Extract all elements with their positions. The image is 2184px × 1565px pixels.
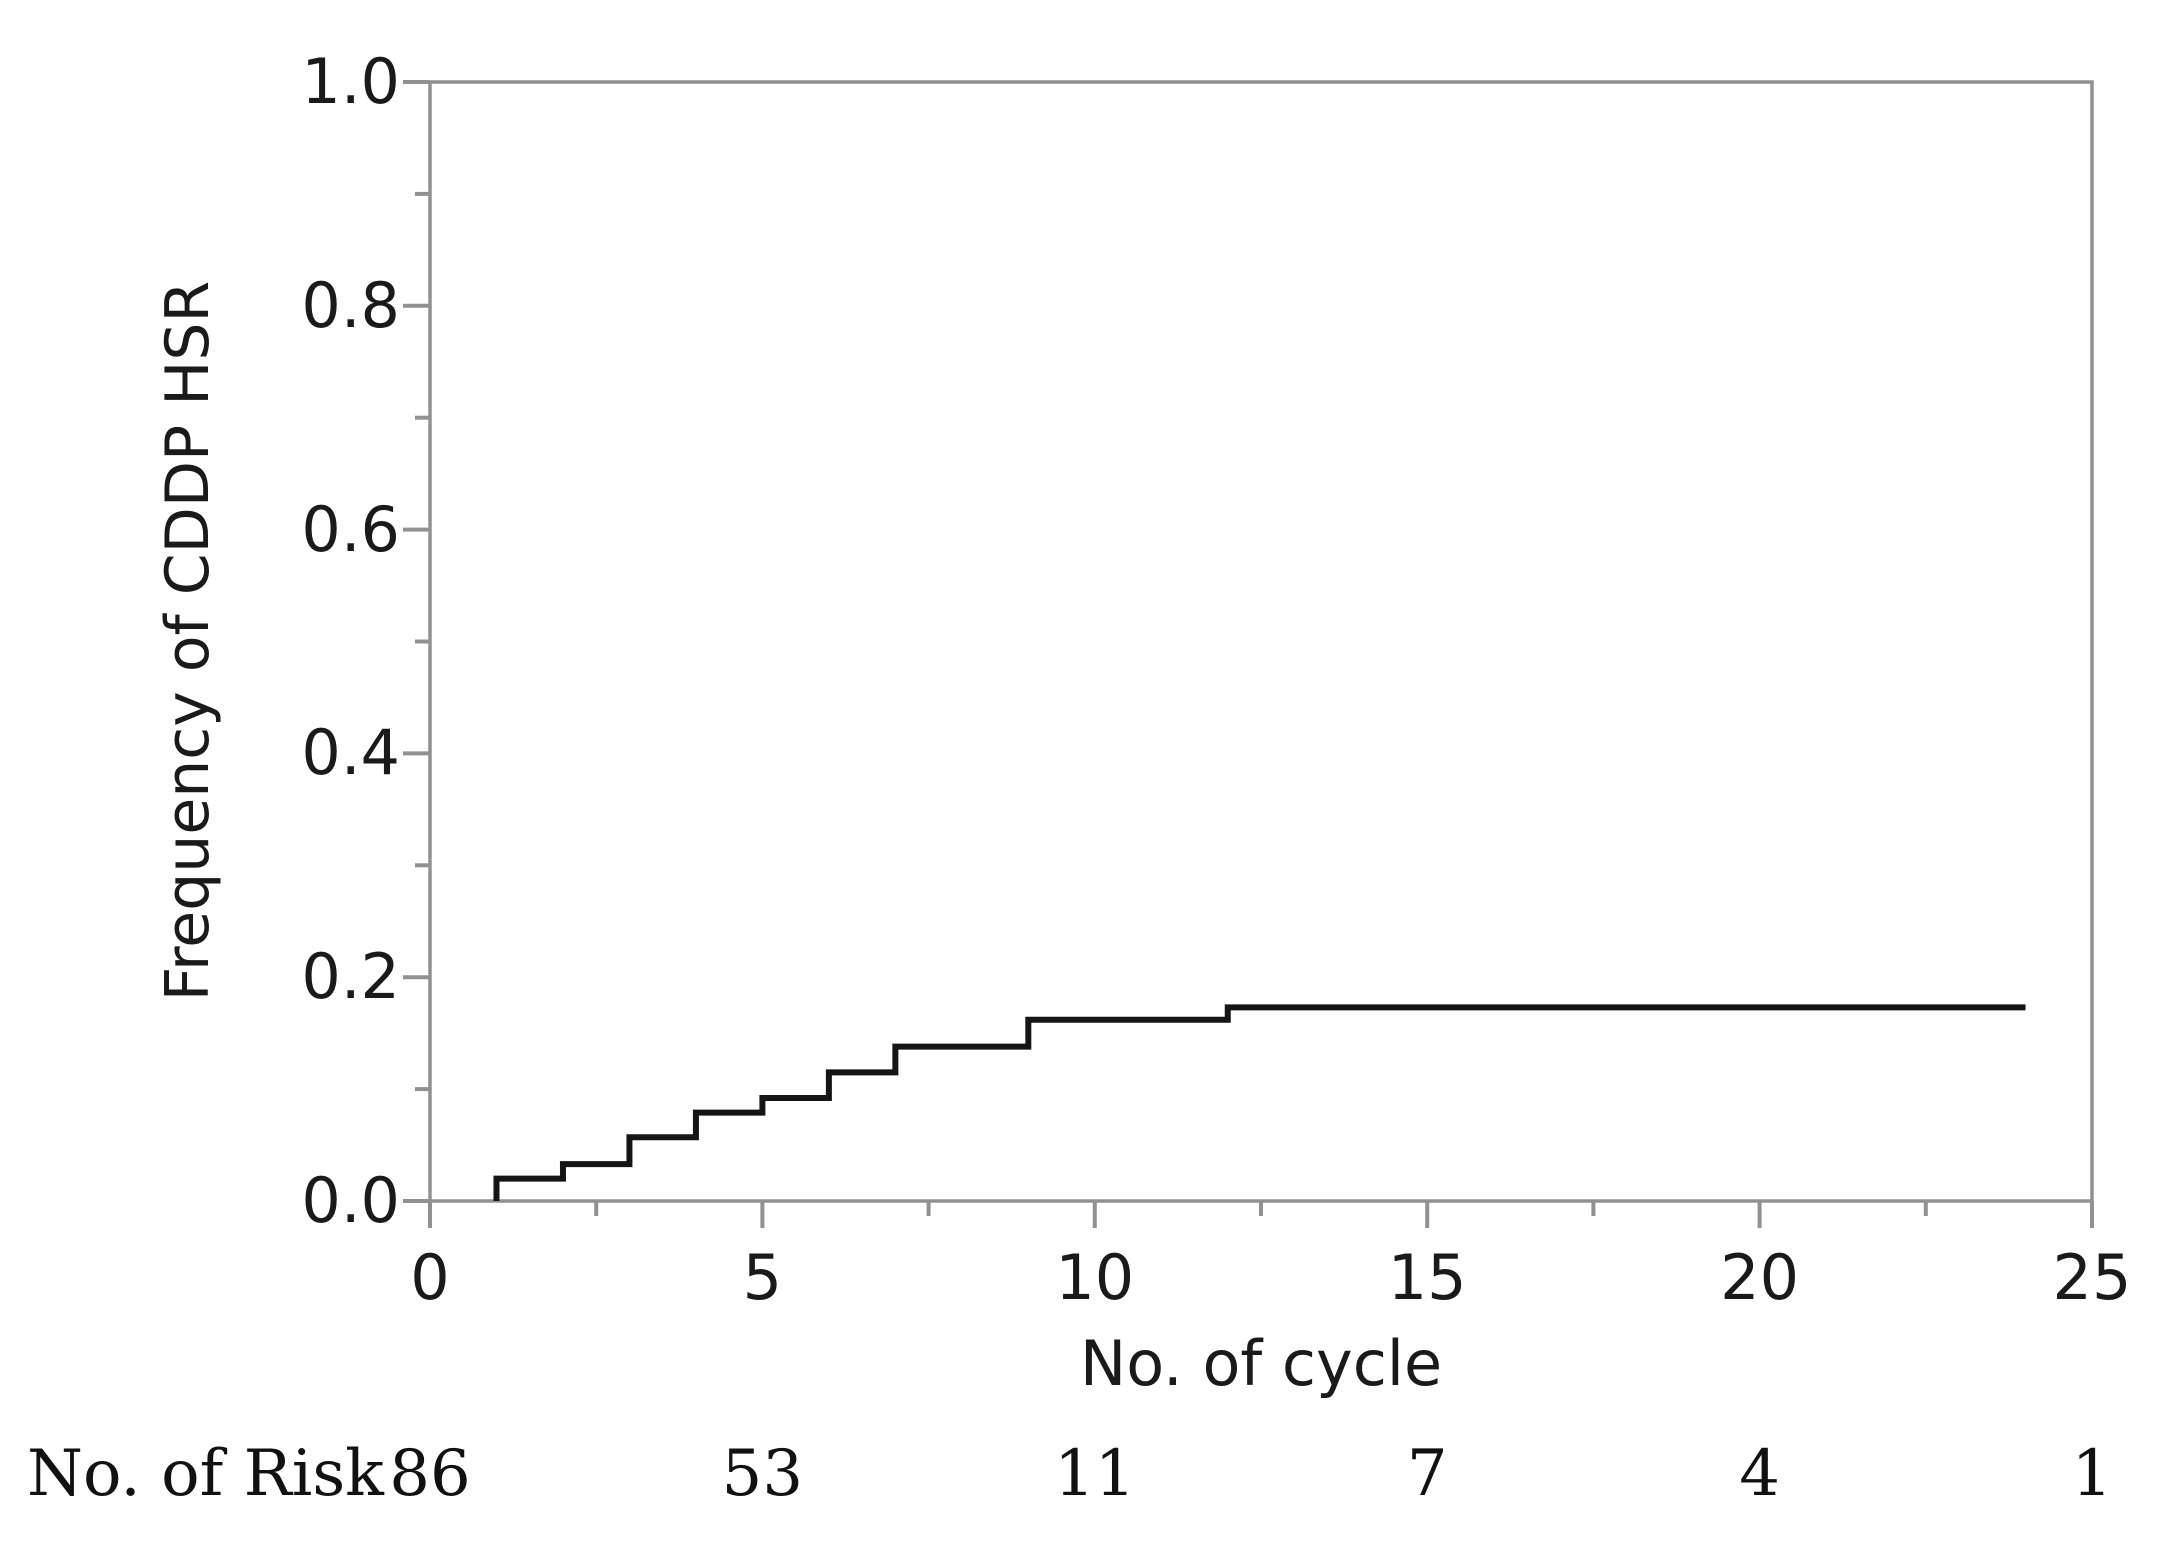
x-tick-label: 25 bbox=[2052, 1241, 2132, 1314]
risk-table-value: 7 bbox=[1406, 1437, 1448, 1511]
y-axis-title: Frequency of CDDP HSR bbox=[153, 280, 223, 1002]
step-curve bbox=[493, 1004, 2026, 1201]
y-tick-label: 0.0 bbox=[301, 1164, 400, 1237]
risk-table-value: 1 bbox=[2071, 1437, 2113, 1511]
x-tick-label: 15 bbox=[1387, 1241, 1467, 1314]
y-tick-label: 0.4 bbox=[301, 716, 400, 790]
risk-table-label: No. of Risk bbox=[27, 1437, 384, 1511]
risk-table-value: 86 bbox=[389, 1437, 471, 1511]
x-tick-label: 0 bbox=[410, 1241, 450, 1314]
y-tick-label: 1.0 bbox=[301, 45, 400, 118]
x-tick-label: 20 bbox=[1720, 1241, 1800, 1314]
y-tick-label: 0.2 bbox=[301, 940, 400, 1014]
x-tick-label: 10 bbox=[1055, 1241, 1135, 1314]
plot-frame bbox=[428, 80, 2094, 1203]
y-tick-label: 0.8 bbox=[301, 268, 400, 342]
x-tick-label: 5 bbox=[742, 1241, 783, 1314]
x-axis-title: No. of cycle bbox=[1079, 1327, 1443, 1400]
risk-table-value: 53 bbox=[721, 1437, 804, 1511]
risk-table-value: 4 bbox=[1739, 1437, 1780, 1511]
risk-table-value: 11 bbox=[1054, 1437, 1136, 1511]
y-tick-label: 0.6 bbox=[301, 492, 400, 566]
